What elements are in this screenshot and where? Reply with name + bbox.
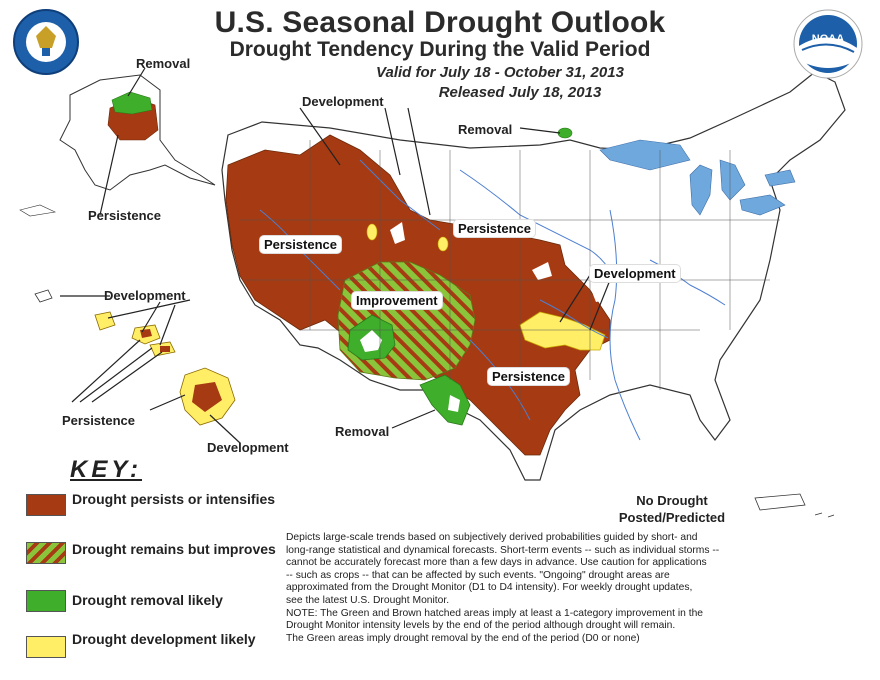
disclaimer-notes: Depicts large-scale trends based on subj… — [286, 532, 856, 645]
label-development-east: Development — [590, 265, 680, 282]
hawaii-kauai — [34, 289, 53, 303]
label-removal-south: Removal — [335, 424, 390, 439]
label-persistence-west: Persistence — [260, 236, 341, 253]
label-persistence-texas: Persistence — [488, 368, 569, 385]
key-swatch-removal — [26, 590, 66, 612]
noaa-logo-text: NOAA — [812, 33, 844, 45]
note-line: long-range statistical and dynamical for… — [286, 544, 720, 556]
note-line: approximated from the Drought Monitor (D… — [286, 582, 693, 594]
label-hawaii-persistence: Persistence — [62, 413, 135, 428]
puerto-rico — [754, 493, 806, 511]
valid-period: Valid for July 18 - October 31, 2013 — [376, 64, 624, 81]
note-line: The Green areas imply drought removal by… — [286, 632, 640, 644]
commerce-seal-icon — [13, 9, 79, 75]
development-region-plains — [519, 311, 606, 351]
label-alaska-removal: Removal — [136, 56, 191, 71]
label-hawaii-development-big: Development — [207, 440, 289, 455]
key-title: KEY: — [70, 456, 143, 483]
note-line: cannot be accurately forecast more than … — [286, 557, 707, 569]
release-date: Released July 18, 2013 — [438, 84, 602, 101]
noaa-logo-icon: NOAA — [793, 9, 863, 79]
hawaii-oahu — [94, 311, 116, 331]
no-drought-line2: Posted/Predicted — [618, 510, 726, 525]
note-line: Depicts large-scale trends based on subj… — [286, 532, 698, 543]
key-label-persist: Drought persists or intensifies — [72, 491, 276, 507]
no-drought-label: No Drought Posted/Predicted — [612, 492, 732, 526]
page-subtitle: Drought Tendency During the Valid Period — [229, 38, 651, 61]
note-line: NOTE: The Green and Brown hatched areas … — [286, 607, 704, 619]
label-improvement: Improvement — [352, 292, 442, 309]
label-alaska-persistence: Persistence — [88, 208, 161, 223]
note-line: Drought Monitor intensity levels by the … — [286, 620, 676, 632]
key-swatch-improves — [26, 542, 66, 564]
page-title: U.S. Seasonal Drought Outlook — [214, 6, 666, 39]
note-line: see the latest U.S. Drought Monitor. — [286, 594, 450, 606]
removal-region-south — [419, 374, 471, 426]
no-drought-line1: No Drought — [636, 493, 708, 508]
label-persistence-plains: Persistence — [454, 220, 535, 237]
key-swatch-development — [26, 636, 66, 658]
key-label-improves: Drought remains but improves — [72, 541, 276, 557]
label-hawaii-development: Development — [104, 288, 186, 303]
great-lakes — [599, 139, 796, 216]
key-label-development: Drought development likely — [72, 631, 256, 647]
key-label-removal: Drought removal likely — [72, 592, 223, 608]
label-removal-north: Removal — [458, 122, 513, 137]
key-swatch-persist — [26, 494, 66, 516]
note-line: -- such as crops -- that can be affected… — [286, 569, 670, 581]
label-development-north: Development — [302, 94, 384, 109]
